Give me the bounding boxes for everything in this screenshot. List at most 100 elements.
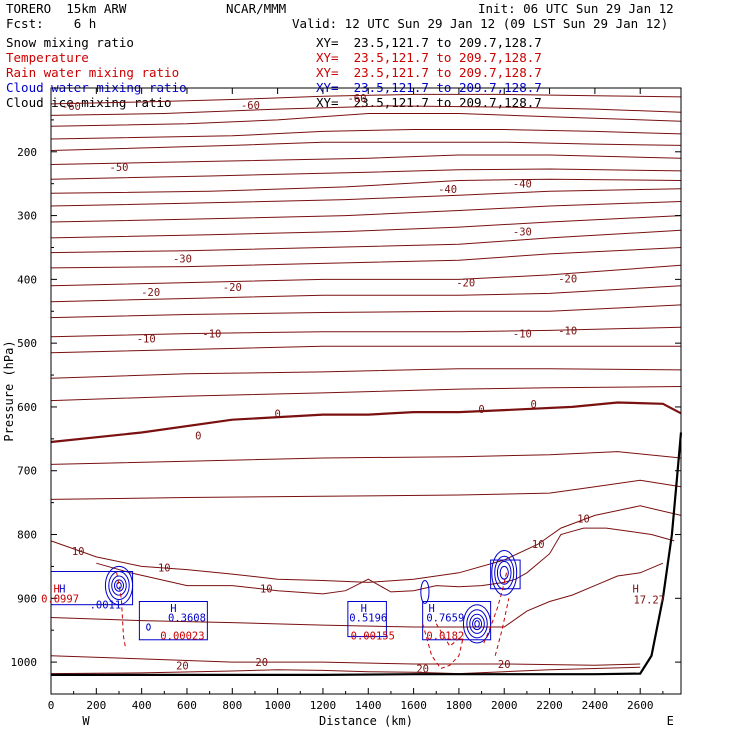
contour-label-26: 20 [255,657,268,669]
plot-frame [50,87,682,695]
contour-label-27: 20 [416,663,429,675]
cloud-water-ring-2-3 [499,565,509,580]
cloud-water-ring-0-2 [111,575,127,596]
temperature-contour-6 [50,168,682,180]
valid-time: Valid: 12 UTC Sun 29 Jan 12 (09 LST Sun … [292,16,669,31]
extremum-value-1: .0011 [90,600,122,612]
rain-water-contour-2 [435,623,462,647]
cloud-water-ring-4-0 [146,623,151,631]
temperature-contour-14 [50,285,682,303]
field-label-cloud-ice: Cloud ice mixing ratio [6,95,172,110]
cloud-water-ring-1-4 [474,620,480,628]
cloud-water-ring-0-4 [116,581,122,590]
temperature-contour-23 [50,505,682,583]
y-tick-label-3: 500 [17,337,37,350]
y-tick-label-2: 400 [17,273,37,286]
temperature-contour-27 [50,666,641,675]
forecast-hour: Fcst: 6 h [6,16,97,31]
y-tick-label-4: 600 [17,401,37,414]
cloud-water-ring-1-3 [472,617,483,631]
temperature-contour-13 [50,264,682,287]
temperature-contour-26 [50,655,641,666]
field-label-temperature: Temperature [6,50,89,65]
contour-label-0: -60 [62,101,81,113]
extremum-marker-1: H [59,584,65,596]
x-axis-label: Distance (km) [319,714,413,728]
terrain-profile [51,432,683,676]
rain-water-contour-0 [116,572,127,650]
x-tick-label-12: 2400 [582,699,609,712]
y-tick-label-1: 300 [17,210,37,223]
extremum-value-5: 0.00155 [351,630,395,642]
extremum-marker-2: H [170,603,176,615]
cloud-water-ring-2-0 [491,549,518,596]
cloud-water-ring-1-0 [462,604,492,644]
y-tick-label-0: 200 [17,146,37,159]
temperature-contour-18 [50,368,682,379]
cloud-water-contours [50,549,521,644]
terrain-line [51,432,683,676]
contour-label-14: -10 [513,329,532,341]
extremum-value-4: 0.5196 [349,612,387,624]
x-axis-east-label: E [667,714,674,728]
x-tick-label-6: 1200 [310,699,337,712]
contour-label-24: 10 [260,584,273,596]
temperature-contour-11 [50,229,682,254]
extremum-value-7: 0.0182 [426,630,464,642]
temperature-contour-3 [50,129,682,140]
temperature-contour-12 [50,247,682,269]
temperature-contour-17 [50,345,681,354]
contour-label-20: 10 [577,514,590,526]
temperature-contours [50,93,682,675]
contour-label-22: 10 [72,546,85,558]
rain-water-contour-3 [483,572,507,644]
extremum-value-6: 0.7659 [426,612,464,624]
axes: 0 200 400 600 800 1000 1200 1400 1600 1800 2000 220… [11,88,681,712]
x-tick-label-10: 2000 [491,699,518,712]
x-tick-label-8: 1600 [400,699,427,712]
temperature-contour-2 [50,113,682,127]
extremum-marker-0: H [54,584,60,596]
contour-label-17: 0 [195,431,201,443]
y-tick-label-8: 1000 [11,656,38,669]
temperature-contour-8 [50,188,682,207]
contour-label-7: -30 [513,227,532,239]
rain-water-contours [116,572,510,670]
contour-label-13: -10 [202,329,221,341]
x-axis-west-label: W [82,714,90,728]
cloud-water-ring-2-1 [494,555,515,590]
contour-label-18: 0 [478,404,484,416]
init-time: Init: 06 UTC Sun 29 Jan 12 [478,1,674,16]
x-tick-label-4: 800 [222,699,242,712]
contour-label-6: -30 [173,253,192,265]
contour-label-4: -40 [438,184,457,196]
field-label-snow: Snow mixing ratio [6,35,134,50]
temperature-contour-15 [50,304,682,319]
field-xy-rain-water: XY= 23.5,121.7 to 209.7,128.7 [316,65,542,80]
x-tick-label-1: 200 [86,699,106,712]
contour-label-10: -20 [456,278,475,290]
contour-label-1: -60 [241,100,260,112]
y-axis-label: Pressure (hPa) [2,340,16,441]
contour-labels: -60 -60 -60 -50 -40 -40 -30 -30 -20 -20 -20 -20 -10 -… [41,93,665,675]
temperature-contour-19 [50,386,682,402]
extremum-value-8: 17.27 [633,595,665,607]
cloud-water-ring-0-3 [113,579,125,592]
temperature-contour-1 [50,105,682,116]
field-label-rain-water: Rain water mixing ratio [6,65,180,80]
field-xy-temperature: XY= 23.5,121.7 to 209.7,128.7 [316,50,542,65]
extremum-marker-4: H [429,603,435,615]
temperature-contour-5 [50,154,682,165]
contour-label-19: 0 [531,399,537,411]
temperature-contour-22 [50,479,682,500]
x-tick-label-2: 400 [132,699,152,712]
y-tick-label-5: 700 [17,465,37,478]
x-tick-label-13: 2600 [627,699,654,712]
temperature-contour-25 [50,562,664,628]
cloud-water-region-1 [138,601,208,641]
extremum-value-3: 0.00023 [160,630,204,642]
contour-label-5: -40 [513,179,532,191]
temperature-contour-9 [50,201,682,223]
contour-label-15: -10 [558,325,577,337]
extremum-marker-5: H [633,584,639,596]
